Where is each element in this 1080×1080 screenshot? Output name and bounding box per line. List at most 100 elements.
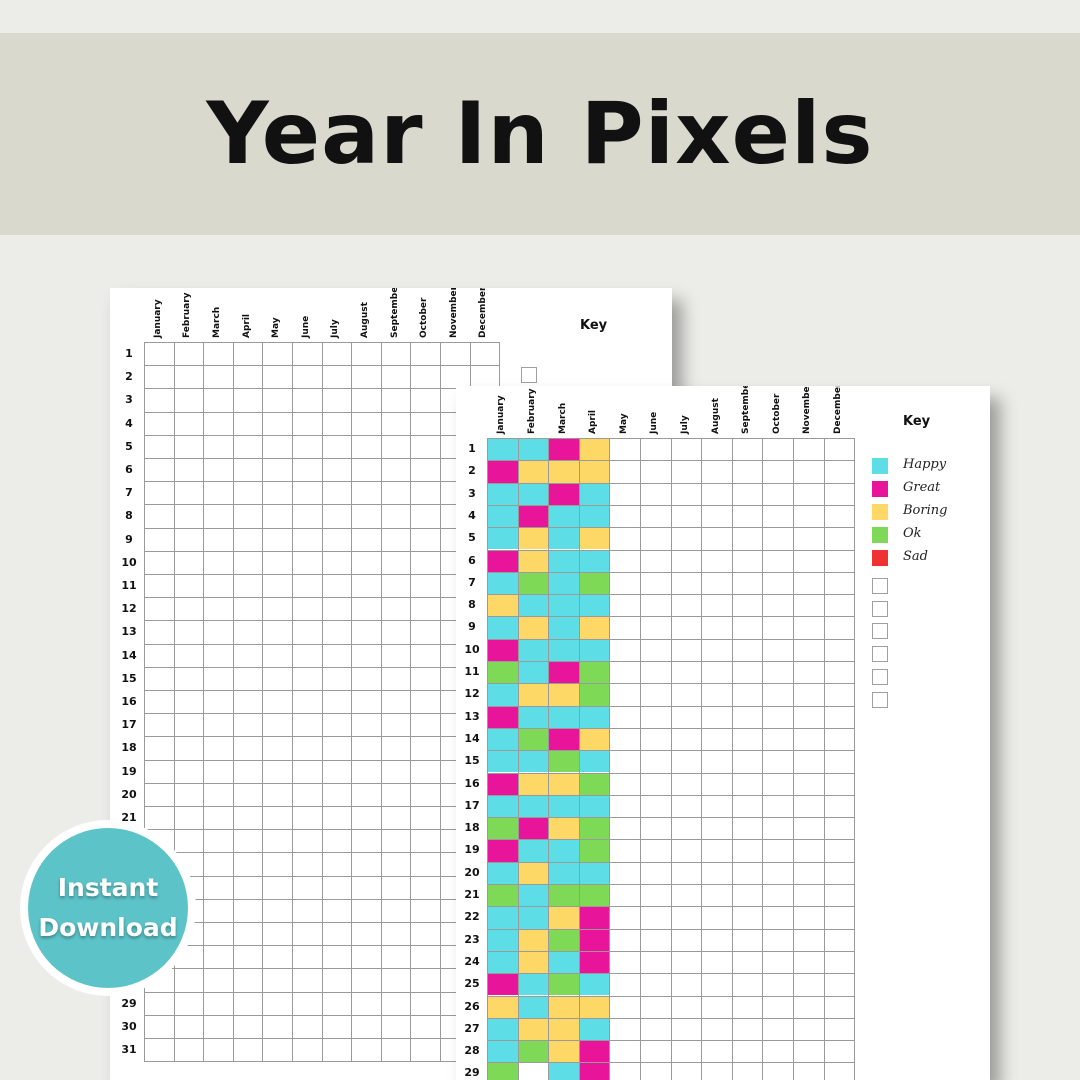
day-label: 5 xyxy=(468,531,476,545)
day-label: 29 xyxy=(121,996,137,1010)
mood-cell xyxy=(517,638,549,661)
day-label: 13 xyxy=(121,625,137,639)
day-label: 20 xyxy=(464,865,480,879)
mood-cell xyxy=(517,839,549,862)
grid-line-horizontal xyxy=(144,945,501,947)
mood-cell xyxy=(487,482,518,505)
day-label: 15 xyxy=(464,754,480,768)
mood-cell xyxy=(578,727,610,751)
mood-cell xyxy=(548,616,579,639)
grid-line-horizontal xyxy=(144,643,501,645)
mood-cell xyxy=(487,861,518,884)
day-label: 6 xyxy=(125,463,133,476)
grid-line-vertical xyxy=(410,342,412,1062)
mood-cell xyxy=(487,906,518,929)
month-label: November xyxy=(802,386,813,434)
grid-line-horizontal xyxy=(144,829,501,831)
mood-cell xyxy=(517,750,549,773)
key-title: Key xyxy=(580,318,608,333)
month-label: February xyxy=(526,388,537,434)
mood-cell xyxy=(548,817,579,840)
grid-line-horizontal xyxy=(487,928,856,930)
month-label: June xyxy=(649,411,660,434)
mood-cell xyxy=(487,839,518,862)
mood-cell xyxy=(578,571,610,595)
month-label: July xyxy=(330,319,341,338)
day-label: 3 xyxy=(468,486,476,500)
grid-line-horizontal xyxy=(144,527,501,529)
mood-cell xyxy=(487,794,518,818)
day-label: 9 xyxy=(468,620,476,634)
grid-line-vertical xyxy=(351,342,353,1062)
month-label: August xyxy=(710,398,721,434)
mood-cell xyxy=(517,861,549,884)
badge-line-1: Instant xyxy=(57,873,159,902)
mood-cell xyxy=(548,527,579,550)
month-label: November xyxy=(448,288,459,338)
mood-cell xyxy=(517,950,549,974)
mood-cell xyxy=(578,661,610,684)
mood-cell xyxy=(578,884,610,907)
grid-line-vertical xyxy=(144,342,145,1062)
mood-cell xyxy=(578,750,610,773)
grid-line-horizontal xyxy=(487,1017,856,1019)
grid-line-vertical xyxy=(517,438,519,1080)
mood-cell xyxy=(487,638,518,661)
mood-cell xyxy=(548,549,579,572)
day-label: 4 xyxy=(468,508,476,522)
mood-cell xyxy=(548,772,579,795)
mood-cell xyxy=(578,616,610,639)
grid-line-vertical xyxy=(609,438,611,1080)
grid-line-vertical xyxy=(173,342,175,1062)
grid-line-vertical xyxy=(762,438,764,1080)
grid-line-horizontal xyxy=(144,690,501,691)
grid-line-horizontal xyxy=(144,782,501,784)
mood-cell xyxy=(517,794,549,818)
mood-cell xyxy=(548,1062,579,1080)
month-label: May xyxy=(271,317,282,338)
mood-cell xyxy=(578,1062,610,1080)
mood-cell xyxy=(517,616,549,639)
month-label: September xyxy=(741,386,752,434)
day-label: 13 xyxy=(464,709,480,723)
grid-line-horizontal xyxy=(487,594,856,596)
grid-line-horizontal xyxy=(144,736,501,738)
grid-line-vertical xyxy=(793,438,794,1080)
mood-cell xyxy=(548,1040,579,1063)
month-label: July xyxy=(679,415,690,434)
mood-cell xyxy=(517,482,549,505)
grid-line-vertical xyxy=(670,438,672,1080)
month-label: June xyxy=(300,315,311,338)
day-label: 22 xyxy=(464,910,480,924)
mood-cell xyxy=(548,571,579,595)
month-label: March xyxy=(212,306,222,338)
mood-cell xyxy=(517,683,549,706)
mood-cell xyxy=(487,817,518,840)
grid-line-horizontal xyxy=(487,616,856,618)
key-label: Ok xyxy=(903,526,922,541)
mood-cell xyxy=(578,995,610,1018)
mood-cell xyxy=(517,1040,549,1063)
mood-cell xyxy=(578,549,610,572)
day-label: 23 xyxy=(464,932,480,946)
grid-line-horizontal xyxy=(487,727,856,729)
day-label: 2 xyxy=(468,464,476,478)
mood-cell xyxy=(517,504,549,528)
mood-cell xyxy=(578,973,610,996)
grid-line-vertical xyxy=(487,438,488,1080)
mood-cell xyxy=(487,504,518,528)
mood-cell xyxy=(578,817,610,840)
mood-cell xyxy=(517,727,549,751)
key-label: Great xyxy=(903,480,941,495)
grid-line-horizontal xyxy=(487,683,856,685)
grid-line-horizontal xyxy=(487,995,856,997)
grid-line-horizontal xyxy=(487,750,856,752)
mood-cell xyxy=(517,594,549,617)
day-label: 27 xyxy=(464,1021,480,1035)
day-label: 29 xyxy=(464,1066,480,1080)
mood-cell xyxy=(548,1017,579,1041)
mood-cell xyxy=(487,616,518,639)
day-label: 10 xyxy=(464,642,480,656)
mood-cell xyxy=(548,460,579,483)
mood-cell xyxy=(578,950,610,974)
